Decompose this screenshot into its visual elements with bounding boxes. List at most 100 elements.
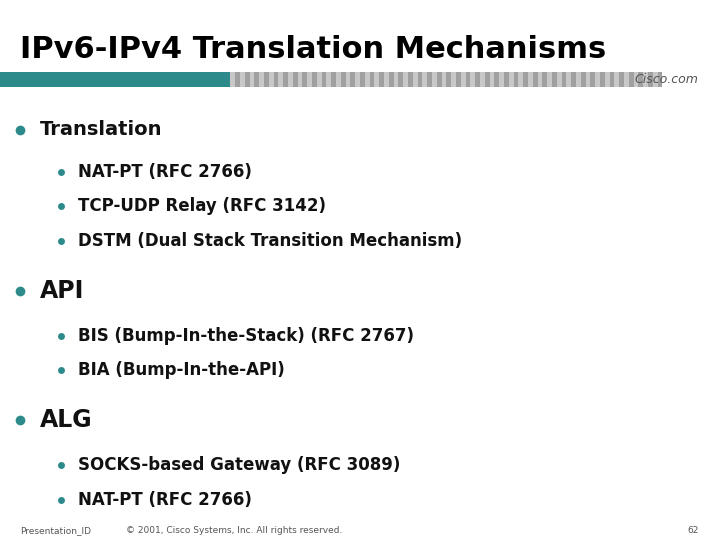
Bar	[470, 72, 475, 87]
Bar	[509, 72, 513, 87]
Bar	[657, 72, 662, 87]
Bar	[279, 72, 283, 87]
Bar	[288, 72, 293, 87]
Bar	[456, 72, 461, 87]
Bar	[605, 72, 610, 87]
Bar	[451, 72, 456, 87]
Bar	[336, 72, 341, 87]
Bar	[466, 72, 470, 87]
Text: SOCKS-based Gateway (RFC 3089): SOCKS-based Gateway (RFC 3089)	[78, 456, 400, 475]
Bar	[610, 72, 614, 87]
Text: © 2001, Cisco Systems, Inc. All rights reserved.: © 2001, Cisco Systems, Inc. All rights r…	[126, 526, 343, 535]
Bar	[518, 72, 523, 87]
Bar	[533, 72, 538, 87]
Bar	[297, 72, 302, 87]
Bar	[571, 72, 576, 87]
Text: TCP-UDP Relay (RFC 3142): TCP-UDP Relay (RFC 3142)	[78, 197, 325, 215]
Bar	[567, 72, 571, 87]
Bar	[379, 72, 384, 87]
Bar	[293, 72, 297, 87]
Bar	[346, 72, 351, 87]
Bar	[624, 72, 629, 87]
Bar	[600, 72, 605, 87]
Bar	[475, 72, 480, 87]
Bar	[245, 72, 250, 87]
Text: NAT-PT (RFC 2766): NAT-PT (RFC 2766)	[78, 163, 251, 181]
Bar	[394, 72, 398, 87]
Bar	[446, 72, 451, 87]
Bar	[480, 72, 485, 87]
Bar	[639, 72, 643, 87]
Bar	[269, 72, 274, 87]
Bar	[437, 72, 441, 87]
Bar	[432, 72, 437, 87]
Bar	[547, 72, 552, 87]
Bar	[504, 72, 509, 87]
Bar	[485, 72, 490, 87]
Bar	[643, 72, 648, 87]
Bar	[418, 72, 423, 87]
Text: Presentation_ID: Presentation_ID	[20, 526, 91, 535]
Bar	[374, 72, 379, 87]
Bar	[389, 72, 394, 87]
Bar	[230, 72, 235, 87]
Text: Translation: Translation	[40, 120, 162, 139]
Bar	[576, 72, 581, 87]
Bar	[274, 72, 279, 87]
Bar	[302, 72, 307, 87]
Bar	[581, 72, 585, 87]
Bar	[331, 72, 336, 87]
Bar	[365, 72, 369, 87]
Text: ALG: ALG	[40, 408, 92, 432]
Bar	[264, 72, 269, 87]
Bar	[259, 72, 264, 87]
Bar	[499, 72, 504, 87]
Text: API: API	[40, 279, 84, 302]
Bar	[427, 72, 432, 87]
Bar	[307, 72, 312, 87]
Bar	[542, 72, 547, 87]
Bar	[360, 72, 365, 87]
Bar	[629, 72, 634, 87]
Bar	[528, 72, 533, 87]
Bar	[369, 72, 374, 87]
Bar	[408, 72, 413, 87]
Bar	[619, 72, 624, 87]
Bar	[250, 72, 254, 87]
Text: IPv6-IPv4 Translation Mechanisms: IPv6-IPv4 Translation Mechanisms	[20, 35, 606, 64]
Bar	[595, 72, 600, 87]
Bar	[634, 72, 639, 87]
Bar	[557, 72, 562, 87]
Bar	[0, 72, 230, 87]
Bar	[317, 72, 322, 87]
Bar	[423, 72, 427, 87]
Bar	[351, 72, 355, 87]
Bar	[538, 72, 542, 87]
Bar	[312, 72, 317, 87]
Bar	[590, 72, 595, 87]
Bar	[495, 72, 499, 87]
Bar	[552, 72, 557, 87]
Bar	[490, 72, 495, 87]
Text: DSTM (Dual Stack Transition Mechanism): DSTM (Dual Stack Transition Mechanism)	[78, 232, 462, 250]
Bar	[585, 72, 590, 87]
Bar	[235, 72, 240, 87]
Bar	[322, 72, 326, 87]
Bar	[403, 72, 408, 87]
Text: 62: 62	[687, 526, 698, 535]
Bar	[398, 72, 403, 87]
Bar	[523, 72, 528, 87]
Text: NAT-PT (RFC 2766): NAT-PT (RFC 2766)	[78, 491, 251, 509]
Bar	[441, 72, 446, 87]
Bar	[653, 72, 657, 87]
Bar	[254, 72, 259, 87]
Bar	[562, 72, 567, 87]
Bar	[513, 72, 518, 87]
Text: BIS (Bump-In-the-Stack) (RFC 2767): BIS (Bump-In-the-Stack) (RFC 2767)	[78, 327, 414, 345]
Text: Cisco.com: Cisco.com	[634, 73, 698, 86]
Bar	[240, 72, 245, 87]
Bar	[648, 72, 653, 87]
Bar	[341, 72, 346, 87]
Bar	[355, 72, 360, 87]
Text: BIA (Bump-In-the-API): BIA (Bump-In-the-API)	[78, 361, 284, 380]
